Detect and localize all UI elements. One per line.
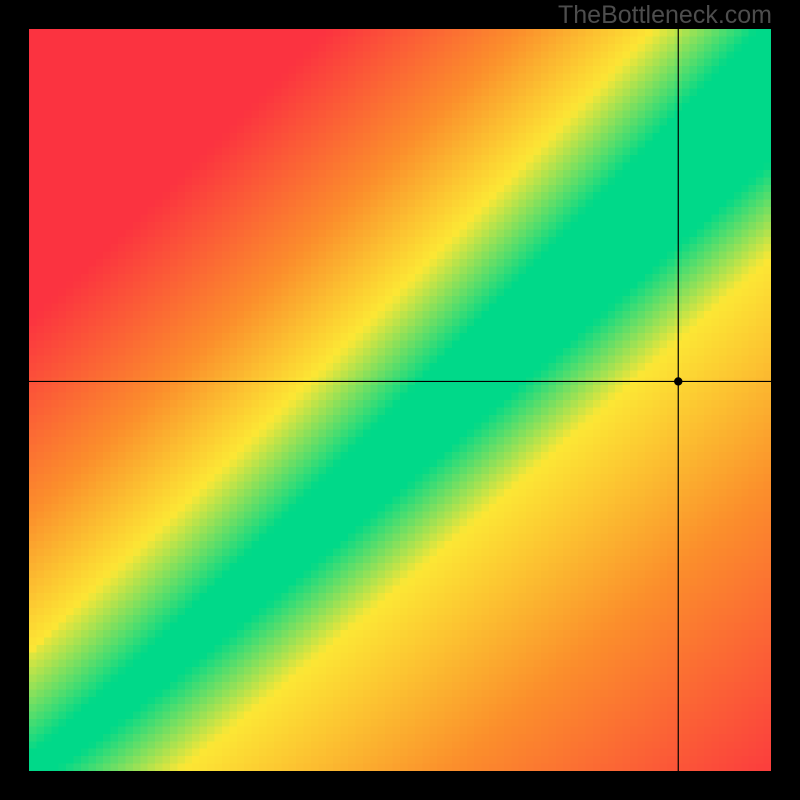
chart-container: TheBottleneck.com — [0, 0, 800, 800]
bottleneck-heatmap — [29, 29, 771, 771]
watermark-text: TheBottleneck.com — [558, 1, 772, 30]
